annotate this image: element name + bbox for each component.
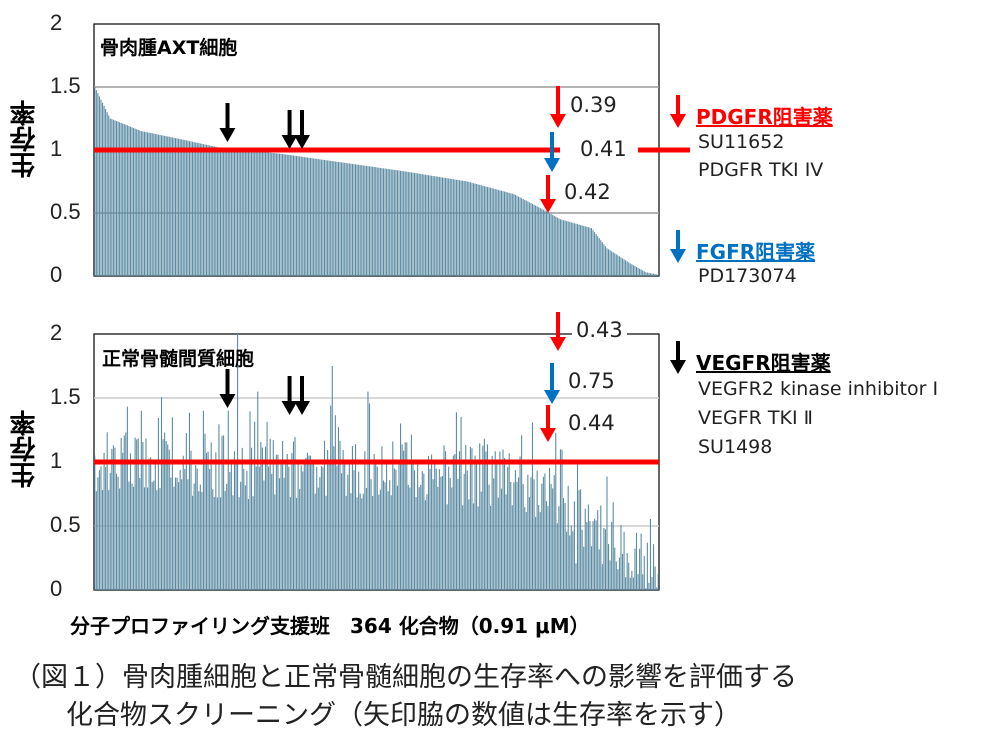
arrow-head-icon: [293, 135, 310, 149]
legend-item: VEGFR TKI Ⅱ: [698, 407, 813, 429]
value-label: 0.42: [564, 180, 611, 204]
legend-pdgfr-title: PDGFR阻害薬: [696, 105, 833, 129]
legend-item: SU11652: [698, 131, 785, 153]
y-tick-label: 0.5: [50, 199, 81, 224]
y-tick-label: 1.5: [50, 384, 81, 409]
legend-item: PDGFR TKI IV: [698, 159, 824, 181]
arrow-head-icon: [219, 394, 236, 408]
y-tick-label: 1.5: [50, 73, 81, 98]
value-label: 0.39: [566, 93, 621, 117]
arrow-head-icon: [281, 401, 298, 415]
arrow-head-icon: [550, 114, 566, 128]
arrow-head-icon: [670, 249, 686, 263]
value-label: 0.41: [576, 137, 631, 161]
caption-line-1: （図１）骨肉腫細胞と正常骨髄細胞の生存率への影響を評価する: [14, 662, 797, 693]
y-tick-label: 1: [50, 136, 63, 161]
y-axis-label-bottom: 生存率: [10, 410, 40, 488]
arrow-head-icon: [281, 135, 298, 149]
legend-vegfr-title: VEGFR阻害薬: [696, 351, 831, 375]
arrow-head-icon: [540, 199, 556, 213]
value-label: 0.43: [572, 318, 627, 342]
arrow-head-icon: [544, 390, 560, 404]
arrow-head-icon: [670, 360, 686, 374]
arrow-head-icon: [550, 337, 566, 351]
y-tick-label: 0.5: [50, 512, 81, 537]
arrow-head-icon: [544, 158, 560, 172]
legend-fgfr-title: FGFR阻害薬: [696, 240, 816, 264]
legend-item: PD173074: [698, 265, 797, 287]
caption-line-2: 化合物スクリーニング（矢印脇の数値は生存率を示す）: [66, 700, 741, 731]
arrow-head-icon: [293, 401, 310, 415]
y-tick-label: 0: [50, 262, 63, 287]
y-tick-label: 0: [50, 576, 63, 601]
arrow-head-icon: [540, 428, 556, 442]
y-axis-label-top: 生存率: [10, 100, 40, 178]
value-label: 0.44: [568, 411, 615, 435]
arrow-head-icon: [219, 128, 236, 142]
chart-title-top: 骨肉腫AXT細胞: [100, 33, 238, 60]
legend-item: VEGFR2 kinase inhibitor I: [698, 378, 939, 400]
y-tick-label: 1: [50, 448, 63, 473]
value-label: 0.75: [568, 369, 615, 393]
y-tick-label: 2: [50, 320, 63, 345]
x-axis-label: 分子プロファイリング支援班 364 化合物（0.91 μM）: [70, 614, 590, 638]
legend-item: SU1498: [698, 436, 773, 458]
chart-title-bottom: 正常骨髄間質細胞: [102, 348, 255, 370]
arrow-head-icon: [670, 114, 686, 128]
y-tick-label: 2: [50, 10, 63, 35]
